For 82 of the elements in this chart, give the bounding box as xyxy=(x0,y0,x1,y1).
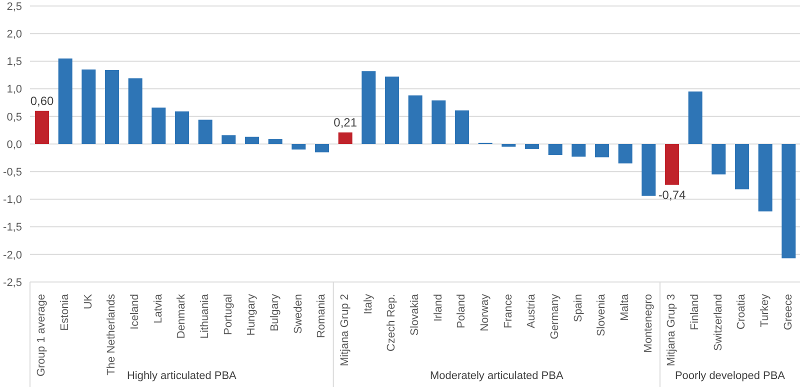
bar xyxy=(175,111,189,144)
bar xyxy=(268,139,282,144)
x-tick-label: Latvia xyxy=(152,293,164,324)
bar xyxy=(292,144,306,150)
x-tick-label: Iceland xyxy=(129,294,141,330)
bar xyxy=(618,144,632,164)
bar xyxy=(105,70,119,144)
x-tick-label: Denmark xyxy=(176,294,188,339)
text: Highly articulated PBA xyxy=(126,370,238,382)
bar xyxy=(782,144,796,258)
x-tick-label: Sweden xyxy=(292,294,304,334)
bar xyxy=(35,110,49,144)
bar xyxy=(245,136,259,144)
bar xyxy=(758,144,772,212)
data-label: 0,21 xyxy=(334,115,358,130)
bar xyxy=(58,58,72,144)
x-tick-label: Spain xyxy=(572,294,584,322)
bar xyxy=(525,144,539,149)
y-tick-label: -1,5 xyxy=(3,222,22,234)
x-tick-label: Irland xyxy=(432,294,444,322)
bar xyxy=(548,144,562,156)
x-tick-label: Hungary xyxy=(246,294,258,336)
x-tick-label: Estonia xyxy=(59,293,71,331)
x-tick-label: Lithuania xyxy=(199,293,211,339)
y-tick-label: 0,0 xyxy=(6,138,22,151)
x-tick-label: Mitjana Grup 3 xyxy=(666,294,678,366)
x-tick-label: Portugal xyxy=(222,294,234,335)
x-tick-label: Turkey xyxy=(759,294,771,328)
x-tick-label: Group 1 average xyxy=(36,294,48,377)
x-tick-label: UK xyxy=(82,293,94,310)
bar xyxy=(572,144,586,157)
bar xyxy=(502,144,516,147)
x-tick-label: Austria xyxy=(526,293,538,328)
bar xyxy=(712,144,726,174)
x-tick-label: Bulgary xyxy=(269,294,281,332)
text: Poorly developed PBA xyxy=(674,370,786,382)
x-tick-label: Mitjana Grup 2 xyxy=(339,294,351,366)
x-tick-label: France xyxy=(502,294,514,328)
y-tick-label: -2,5 xyxy=(3,276,22,289)
x-tick-label: Poland xyxy=(456,294,468,328)
x-tick-label: Czech Rep. xyxy=(386,294,398,352)
x-tick-label: Slovakia xyxy=(409,293,421,336)
bar xyxy=(152,108,166,144)
y-tick-label: 1,5 xyxy=(6,56,22,68)
y-tick-label: -0,5 xyxy=(3,166,22,179)
bar xyxy=(432,100,446,144)
x-tick-label: The Netherlands xyxy=(106,294,118,376)
y-tick-label: -2,0 xyxy=(3,249,22,262)
bar xyxy=(222,135,236,144)
x-tick-label: Norway xyxy=(479,294,491,332)
text: Moderately articulated PBA xyxy=(430,370,564,382)
bar xyxy=(688,92,702,144)
bar xyxy=(665,144,679,185)
x-tick-label: Greece xyxy=(782,294,794,330)
x-tick-label: Finland xyxy=(689,294,701,330)
bar xyxy=(642,144,656,196)
x-tick-label: Italy xyxy=(362,294,374,314)
y-tick-label: 1,0 xyxy=(6,84,22,96)
bar xyxy=(128,78,142,144)
bar xyxy=(315,144,329,152)
y-tick-label: -1,0 xyxy=(3,194,22,206)
x-tick-label: Croatia xyxy=(736,293,748,330)
x-tick-label: Malta xyxy=(619,293,631,321)
bar xyxy=(82,69,96,144)
y-tick-label: 2,0 xyxy=(6,28,22,41)
y-tick-label: 2,5 xyxy=(6,0,22,13)
x-tick-label: Slovenia xyxy=(596,293,608,336)
data-label: -0,74 xyxy=(658,188,686,202)
bar xyxy=(338,132,352,144)
data-label: 0,60 xyxy=(30,94,54,108)
y-tick-label: 0,5 xyxy=(6,111,22,124)
bar xyxy=(362,71,376,144)
bar xyxy=(455,110,469,144)
x-tick-label: Montenegro xyxy=(642,294,654,353)
bar xyxy=(408,95,422,144)
x-tick-label: Germany xyxy=(549,294,561,340)
bar xyxy=(385,76,399,144)
bar xyxy=(198,120,212,144)
x-tick-label: Romania xyxy=(316,293,328,338)
x-tick-label: Switzerland xyxy=(712,294,724,351)
bar xyxy=(735,144,749,190)
bar xyxy=(595,144,609,158)
